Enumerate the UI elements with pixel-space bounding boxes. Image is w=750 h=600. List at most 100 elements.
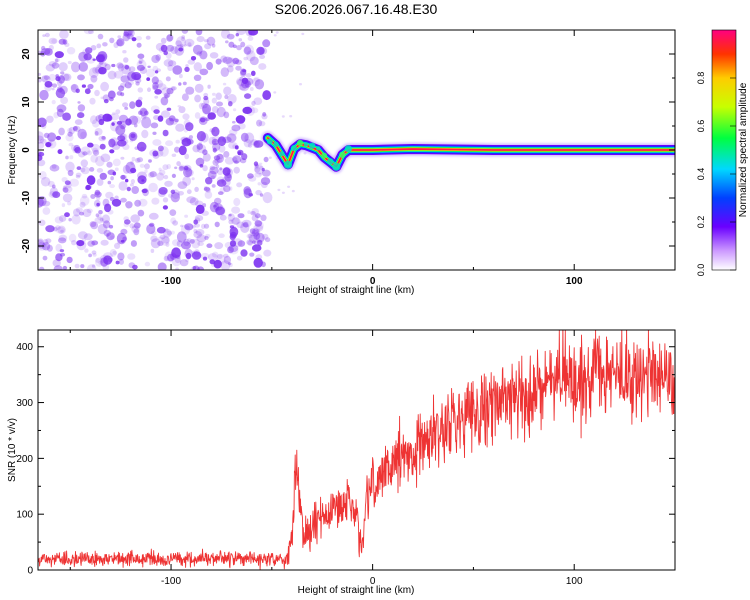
- noise-speckle: [110, 235, 115, 240]
- noise-speckle: [209, 128, 216, 133]
- noise-speckle: [67, 131, 73, 137]
- noise-speckle: [289, 115, 293, 118]
- noise-speckle: [227, 213, 235, 222]
- noise-speckle: [261, 113, 268, 120]
- noise-speckle: [77, 231, 88, 240]
- noise-speckle: [112, 158, 121, 167]
- noise-speckle: [118, 114, 128, 123]
- noise-speckle: [131, 115, 142, 125]
- noise-speckle: [243, 221, 249, 228]
- noise-speckle: [233, 238, 243, 248]
- noise-speckle: [58, 38, 66, 45]
- noise-speckle: [164, 228, 169, 233]
- noise-speckle: [184, 248, 193, 259]
- noise-speckle: [45, 142, 52, 148]
- noise-speckle: [86, 208, 93, 214]
- noise-speckle: [198, 141, 203, 146]
- noise-speckle: [94, 128, 103, 136]
- y-tick-label: -10: [21, 190, 32, 205]
- noise-speckle: [184, 153, 190, 160]
- snr-frame: [37, 329, 676, 571]
- noise-speckle: [44, 48, 53, 56]
- noise-speckle: [138, 58, 144, 64]
- noise-speckle: [193, 229, 198, 234]
- snr-y-axis-label: SNR (10 * v/v): [7, 418, 18, 482]
- noise-speckle: [253, 140, 260, 149]
- noise-speckle: [100, 96, 104, 100]
- noise-speckle: [165, 94, 170, 99]
- noise-speckle: [130, 133, 136, 139]
- noise-speckle: [95, 257, 104, 267]
- noise-speckle: [229, 240, 237, 247]
- noise-speckle: [95, 155, 105, 167]
- noise-speckle: [141, 116, 152, 129]
- noise-speckle: [164, 180, 173, 187]
- noise-speckle: [81, 166, 90, 175]
- noise-speckle: [228, 41, 235, 48]
- noise-speckle: [105, 191, 114, 199]
- noise-speckle: [122, 50, 127, 54]
- noise-speckle: [217, 169, 224, 175]
- noise-speckle: [209, 166, 219, 175]
- noise-speckle: [232, 57, 240, 65]
- noise-speckle: [97, 33, 104, 40]
- spectrogram-y-axis-label: Frequency (Hz): [7, 116, 18, 185]
- noise-speckle: [107, 90, 116, 99]
- noise-speckle: [111, 63, 116, 68]
- noise-speckle: [148, 159, 152, 163]
- noise-speckle: [46, 115, 54, 124]
- noise-speckle: [249, 87, 254, 91]
- noise-speckle: [67, 169, 74, 177]
- noise-speckle: [73, 126, 78, 131]
- noise-speckle: [227, 246, 234, 254]
- noise-speckle: [39, 89, 49, 101]
- noise-speckle: [170, 46, 179, 55]
- noise-speckle: [122, 102, 129, 108]
- noise-speckle: [120, 197, 127, 203]
- noise-speckle: [80, 159, 89, 168]
- noise-speckle: [45, 225, 55, 233]
- noise-speckle: [187, 42, 192, 47]
- noise-speckle: [87, 240, 95, 247]
- noise-speckle: [87, 142, 94, 148]
- noise-speckle: [237, 213, 245, 219]
- noise-speckle: [123, 31, 129, 37]
- noise-speckle: [41, 242, 51, 251]
- noise-speckle: [102, 220, 111, 229]
- noise-speckle: [38, 241, 46, 249]
- noise-speckle: [251, 70, 256, 77]
- noise-speckle: [51, 83, 58, 88]
- noise-speckle: [113, 70, 124, 79]
- noise-speckle: [154, 70, 159, 74]
- noise-speckle: [98, 118, 105, 126]
- noise-speckle: [112, 111, 116, 116]
- noise-speckle: [254, 164, 264, 175]
- noise-speckle: [158, 167, 162, 172]
- noise-speckle: [232, 155, 242, 164]
- noise-speckle: [186, 189, 192, 195]
- noise-speckle: [211, 106, 219, 114]
- noise-speckle: [81, 84, 86, 88]
- noise-speckle: [251, 214, 259, 222]
- noise-speckle: [215, 92, 222, 100]
- noise-speckle: [200, 252, 210, 260]
- noise-speckle: [188, 135, 193, 140]
- noise-speckle: [213, 204, 217, 208]
- noise-speckle: [92, 147, 99, 155]
- noise-speckle: [241, 153, 248, 161]
- noise-speckle: [166, 163, 171, 170]
- noise-speckle: [137, 53, 145, 59]
- noise-speckle: [180, 224, 184, 228]
- noise-speckle: [149, 171, 157, 178]
- noise-speckle: [162, 236, 170, 244]
- noise-speckle: [220, 30, 231, 39]
- noise-speckle: [236, 182, 243, 188]
- spectrogram-plot-area: [38, 30, 675, 270]
- noise-speckle: [186, 196, 196, 204]
- noise-speckle: [76, 240, 87, 251]
- noise-speckle: [211, 126, 220, 137]
- noise-speckle: [51, 87, 55, 91]
- noise-speckle: [160, 110, 171, 118]
- noise-speckle: [204, 190, 213, 199]
- noise-speckle: [262, 233, 269, 240]
